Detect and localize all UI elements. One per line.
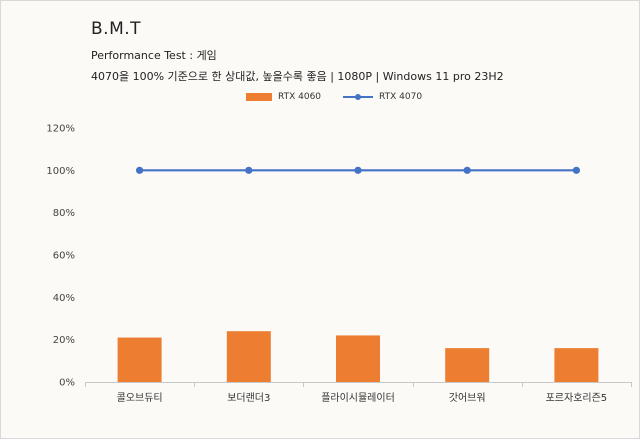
point-rtx4070 (572, 166, 581, 174)
x-category-label: 포르자호리즌5 (546, 392, 608, 404)
legend-label-rtx4070: RTX 4070 (379, 92, 423, 102)
legend-label-rtx4060: RTX 4060 (278, 92, 322, 102)
legend-bar-swatch (246, 93, 272, 101)
y-tick-label: 80% (53, 208, 75, 219)
bar-rtx4060 (336, 335, 380, 382)
x-category-label: 보더랜더3 (227, 392, 270, 404)
chart-legend: RTX 4060 RTX 4070 (246, 90, 444, 104)
x-category-label: 플라이시뮬레이터 (321, 392, 395, 404)
bar-rtx4060 (117, 337, 162, 382)
y-tick-label: 0% (59, 378, 75, 389)
point-rtx4070 (136, 166, 144, 174)
y-tick-label: 40% (53, 293, 75, 304)
y-tick-label: 120% (46, 124, 75, 135)
point-rtx4070 (354, 166, 362, 174)
y-tick-label: 60% (53, 251, 75, 262)
x-category-label: 갓어브워 (449, 391, 486, 404)
chart-subtitle-test: Performance Test : 게임 (91, 49, 217, 62)
legend-line-swatch (343, 92, 374, 102)
chart-title: B.M.T (91, 19, 142, 39)
y-tick-label: 100% (46, 166, 75, 177)
y-tick-label: 20% (53, 335, 75, 346)
legend-item-rtx4060: RTX 4060 (246, 92, 321, 102)
point-rtx4070 (245, 166, 253, 174)
legend-item-rtx4070: RTX 4070 (343, 92, 422, 102)
bar-rtx4060 (445, 348, 490, 382)
point-rtx4070 (463, 166, 471, 174)
bar-rtx4060 (554, 348, 599, 382)
bar-rtx4060 (226, 331, 271, 382)
chart-subtitle-note: 4070을 100% 기준으로 한 상대값, 높을수록 좋음 | 1080P |… (91, 70, 504, 83)
x-category-label: 콜오브듀티 (117, 392, 163, 404)
